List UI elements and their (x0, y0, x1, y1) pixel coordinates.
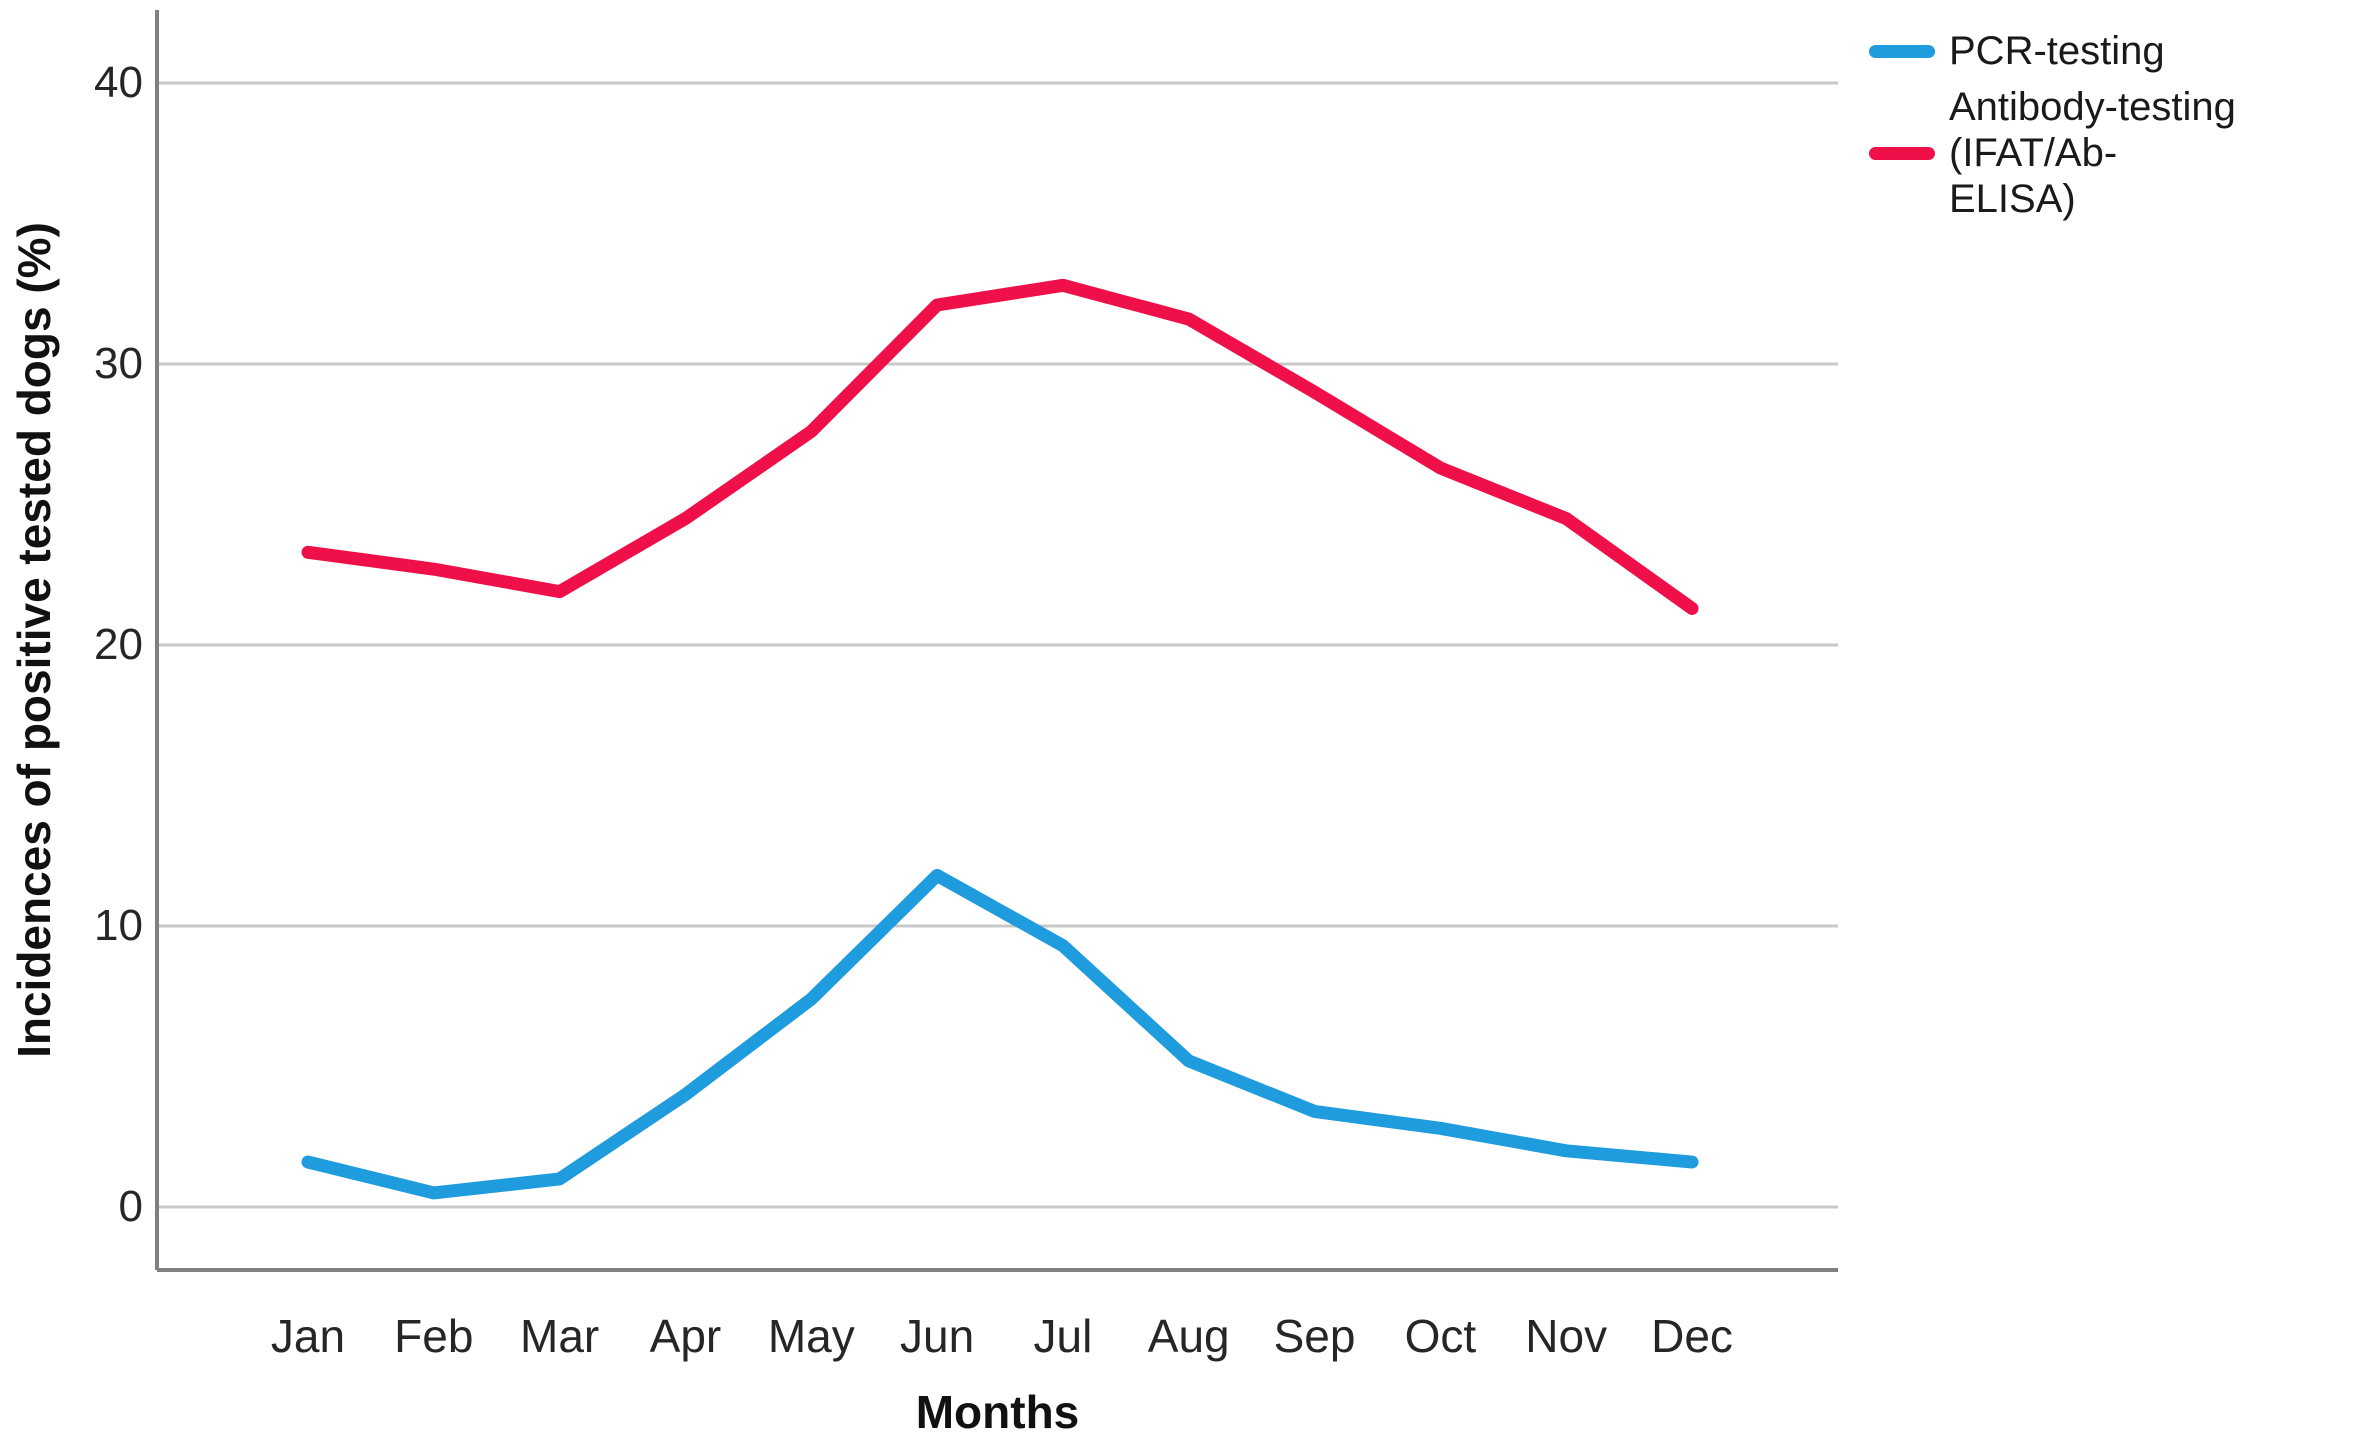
legend-label-pcr-testing: PCR-testing (1949, 29, 2165, 73)
x-tick-label-jan: Jan (270, 1310, 346, 1362)
legend-entry-pcr-testing: PCR-testing (1869, 28, 2374, 74)
legend-label-antibody-testing-ifat-ab-elisa: Antibody-testing (IFAT/Ab- ELISA) (1949, 85, 2236, 221)
x-tick-label-may: May (767, 1310, 855, 1362)
y-tick-label-40: 40 (94, 58, 143, 107)
y-tick-label-0: 0 (118, 1182, 143, 1231)
x-tick-label-oct: Oct (1404, 1310, 1477, 1362)
x-axis-title: Months (915, 1386, 1080, 1438)
x-tick-label-feb: Feb (394, 1310, 474, 1362)
x-tick-label-nov: Nov (1525, 1310, 1608, 1362)
legend-entry-antibody-testing-ifat-ab-elisa: Antibody-testing (IFAT/Ab- ELISA) (1869, 84, 2374, 222)
y-tick-label-30: 30 (94, 339, 143, 388)
legend: PCR-testing Antibody-testing (IFAT/Ab- EL… (1869, 28, 2374, 232)
x-tick-label-jul: Jul (1033, 1310, 1093, 1362)
x-tick-label-jun: Jun (900, 1310, 975, 1362)
y-axis-title: Incidences of positive tested dogs (%) (8, 222, 60, 1058)
series-line-antibody-testing-ifat-ab-elisa (301, 278, 1699, 615)
legend-swatch-antibody-testing-ifat-ab-elisa (1869, 146, 1935, 160)
series-line-pcr-testing (301, 868, 1699, 1200)
x-tick-label-aug: Aug (1147, 1310, 1230, 1362)
y-tick-label-10: 10 (94, 901, 143, 950)
x-tick-label-sep: Sep (1273, 1310, 1356, 1362)
legend-swatch-pcr-testing (1869, 44, 1935, 58)
x-tick-label-apr: Apr (649, 1310, 722, 1362)
x-tick-label-dec: Dec (1651, 1310, 1733, 1362)
x-tick-label-mar: Mar (520, 1310, 600, 1362)
y-tick-label-20: 20 (94, 620, 143, 669)
